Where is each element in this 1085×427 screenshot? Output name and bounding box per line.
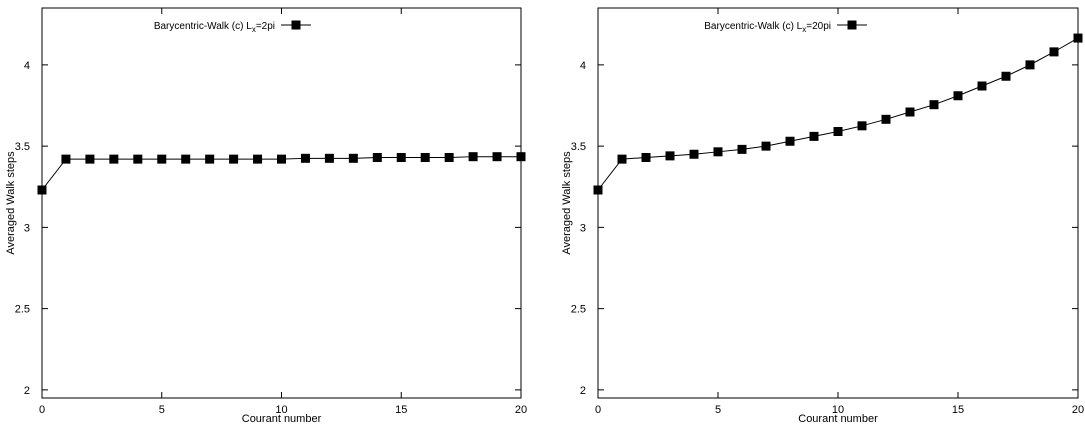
data-point-marker bbox=[492, 152, 502, 162]
x-tick-label: 5 bbox=[159, 404, 165, 416]
legend-marker bbox=[291, 20, 301, 30]
data-point-marker bbox=[300, 153, 310, 163]
x-axis-title: Courant number bbox=[798, 413, 878, 425]
data-point-marker bbox=[761, 141, 771, 151]
x-tick-label: 15 bbox=[952, 404, 964, 416]
y-tick-label: 2 bbox=[580, 385, 586, 397]
data-point-marker bbox=[593, 185, 603, 195]
data-point-marker bbox=[61, 154, 71, 164]
x-tick-label: 10 bbox=[275, 404, 287, 416]
x-tick-label: 0 bbox=[595, 404, 601, 416]
data-point-marker bbox=[809, 131, 819, 141]
legend-label: Barycentric-Walk (c) Lx=20pi bbox=[704, 21, 831, 34]
data-point-marker bbox=[617, 154, 627, 164]
data-point-marker bbox=[881, 114, 891, 124]
y-tick-label: 3.5 bbox=[571, 141, 586, 153]
data-point-marker bbox=[468, 152, 478, 162]
y-axis-title: Averaged Walk steps bbox=[561, 151, 573, 255]
y-tick-label: 3 bbox=[24, 222, 30, 234]
legend: Barycentric-Walk (c) Lx=20pi bbox=[704, 20, 867, 34]
data-point-marker bbox=[420, 153, 430, 162]
data-point-marker bbox=[929, 100, 939, 110]
data-point-marker bbox=[713, 147, 723, 157]
legend-label-subscript: x bbox=[802, 25, 806, 34]
data-point-marker bbox=[133, 154, 143, 164]
data-point-marker bbox=[833, 127, 843, 136]
data-point-marker bbox=[37, 185, 47, 195]
data-point-marker bbox=[785, 136, 795, 146]
chart-panel-2: 0 5 10 15 20 2 2.5 3 3.5 4 Courant number Averaged … bbox=[561, 7, 1084, 425]
data-point-marker bbox=[85, 154, 95, 164]
legend-label-main: Barycentric-Walk (c) L bbox=[704, 21, 802, 32]
y-axis-title: Averaged Walk steps bbox=[5, 151, 17, 255]
y-tick-label: 3 bbox=[580, 222, 586, 234]
chart-panel-1: 0 5 10 15 20 2 2.5 3 3.5 4 Courant number Averaged … bbox=[5, 7, 527, 425]
data-point-marker bbox=[157, 154, 167, 164]
y-tick-label: 2.5 bbox=[571, 304, 586, 316]
data-point-marker bbox=[181, 154, 191, 164]
y-tick-label: 3.5 bbox=[15, 141, 30, 153]
data-point-marker bbox=[253, 154, 263, 164]
x-tick-label: 0 bbox=[39, 404, 45, 416]
data-point-marker bbox=[205, 154, 215, 164]
data-point-marker bbox=[857, 121, 867, 131]
x-tick-label: 20 bbox=[515, 404, 527, 416]
data-point-marker bbox=[977, 81, 987, 91]
series-line bbox=[597, 37, 1079, 191]
legend-marker bbox=[847, 20, 857, 30]
legend-label-main: Barycentric-Walk (c) L bbox=[154, 21, 252, 32]
data-point-marker bbox=[737, 144, 747, 154]
data-point-marker bbox=[905, 107, 915, 117]
data-point-marker bbox=[324, 153, 334, 163]
y-tick-label: 4 bbox=[580, 60, 586, 72]
legend-label-tail: =2pi bbox=[256, 21, 275, 32]
x-axis-title: Courant number bbox=[242, 413, 322, 425]
data-point-marker bbox=[444, 153, 454, 162]
legend-label-tail: =20pi bbox=[806, 21, 831, 32]
x-tick-label: 15 bbox=[395, 404, 407, 416]
data-point-marker bbox=[516, 152, 526, 162]
x-tick-label: 10 bbox=[832, 404, 844, 416]
data-point-marker bbox=[1001, 71, 1011, 81]
legend-label: Barycentric-Walk (c) Lx=2pi bbox=[154, 21, 275, 34]
data-point-marker bbox=[1049, 47, 1059, 57]
data-point-marker bbox=[689, 149, 699, 159]
y-tick-label: 2 bbox=[24, 385, 30, 397]
data-point-marker bbox=[665, 151, 675, 161]
data-point-marker bbox=[372, 153, 382, 162]
data-point-marker bbox=[109, 154, 119, 164]
legend: Barycentric-Walk (c) Lx=2pi bbox=[154, 20, 311, 34]
x-tick-label: 20 bbox=[1072, 404, 1084, 416]
data-point-marker bbox=[1025, 60, 1035, 70]
data-point-marker bbox=[348, 153, 358, 163]
data-point-marker bbox=[641, 153, 651, 162]
y-tick-label: 4 bbox=[24, 60, 30, 72]
plot-frame bbox=[597, 7, 1079, 399]
data-point-marker bbox=[396, 153, 406, 162]
plot-frame bbox=[41, 7, 522, 399]
data-point-marker bbox=[1073, 33, 1083, 43]
data-point-marker bbox=[277, 154, 286, 164]
data-point-marker bbox=[229, 154, 239, 164]
x-tick-label: 5 bbox=[715, 404, 721, 416]
y-tick-label: 2.5 bbox=[15, 304, 30, 316]
legend-label-subscript: x bbox=[252, 25, 256, 34]
data-point-marker bbox=[953, 91, 963, 101]
